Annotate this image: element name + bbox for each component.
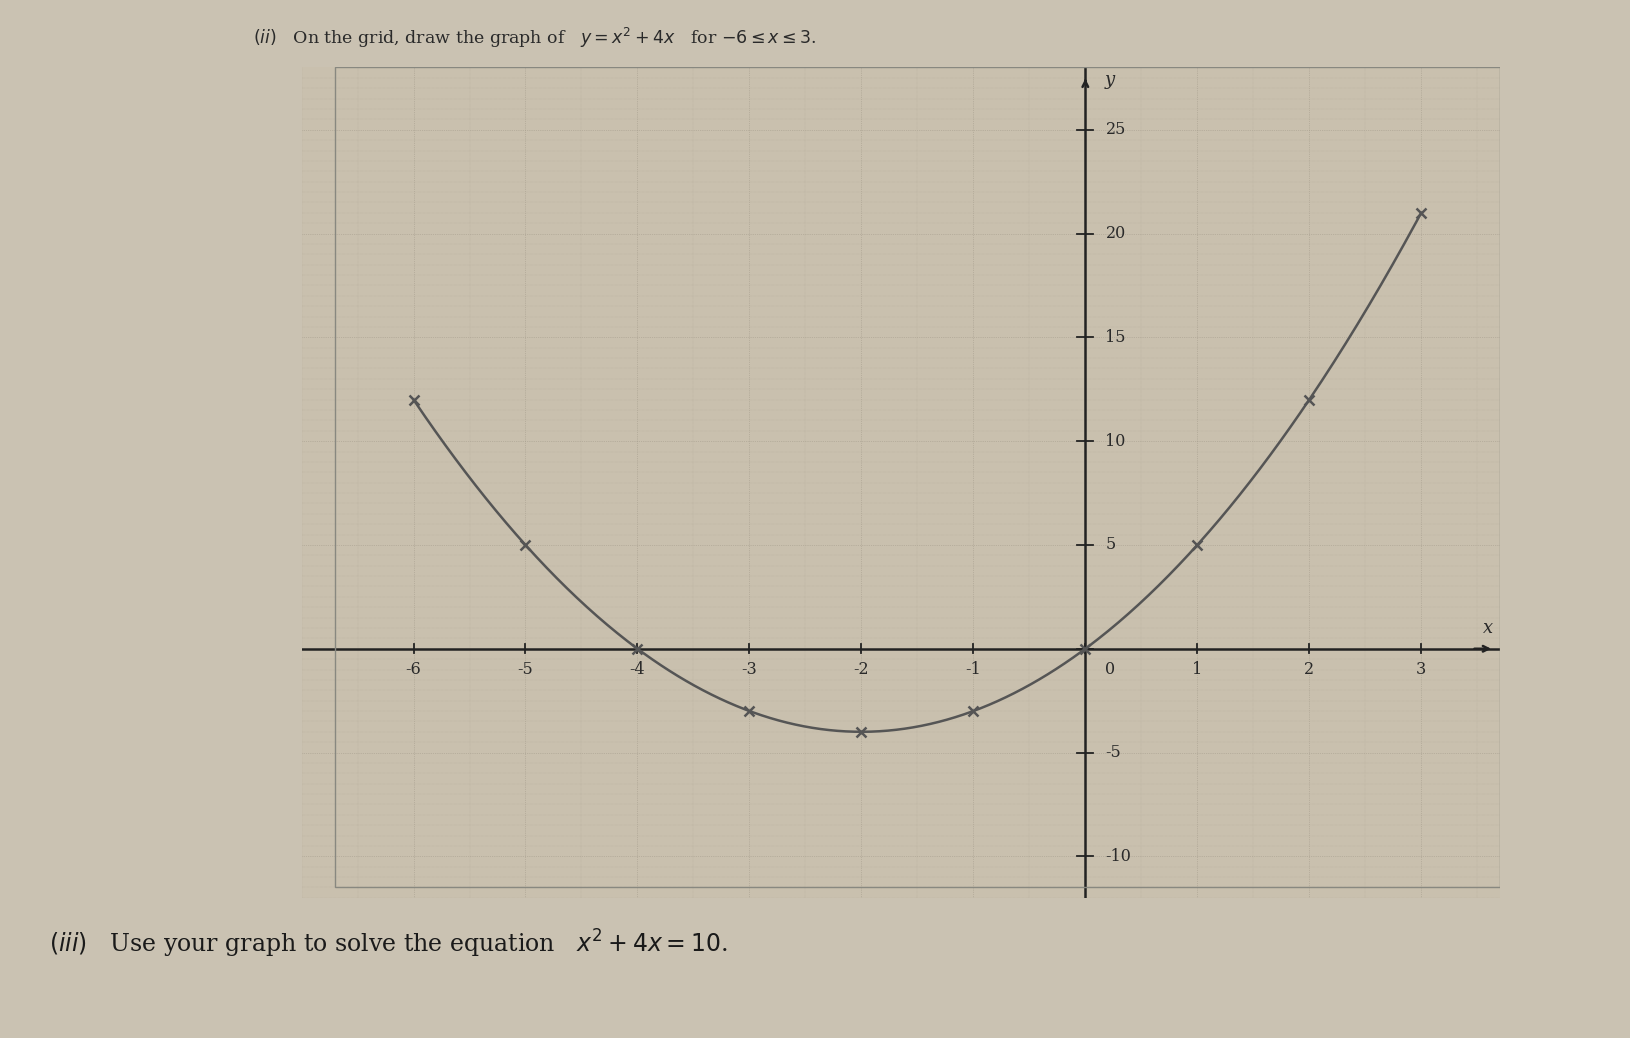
- Text: -3: -3: [742, 661, 758, 678]
- Text: -6: -6: [406, 661, 422, 678]
- Text: 2: 2: [1304, 661, 1314, 678]
- Text: 15: 15: [1105, 329, 1126, 346]
- Text: 20: 20: [1105, 225, 1126, 242]
- Text: y: y: [1105, 71, 1115, 89]
- Text: -1: -1: [965, 661, 981, 678]
- Text: 0: 0: [1105, 661, 1115, 678]
- Text: 1: 1: [1192, 661, 1203, 678]
- Text: 10: 10: [1105, 433, 1126, 449]
- Text: $\mathit{(iii)}$   Use your graph to solve the equation   $x^2 + 4x = 10$.: $\mathit{(iii)}$ Use your graph to solve…: [49, 928, 727, 960]
- Text: -10: -10: [1105, 848, 1131, 865]
- Text: -5: -5: [1105, 744, 1121, 761]
- Text: -5: -5: [518, 661, 533, 678]
- Text: 25: 25: [1105, 121, 1126, 138]
- Text: -2: -2: [854, 661, 869, 678]
- Text: 5: 5: [1105, 537, 1115, 553]
- Text: $(ii)$   On the grid, draw the graph of   $y = x^2 + 4x$   for $-6 \leq x \leq 3: $(ii)$ On the grid, draw the graph of $y…: [253, 26, 817, 50]
- Text: 3: 3: [1416, 661, 1426, 678]
- Text: x: x: [1483, 619, 1493, 637]
- Text: -4: -4: [629, 661, 645, 678]
